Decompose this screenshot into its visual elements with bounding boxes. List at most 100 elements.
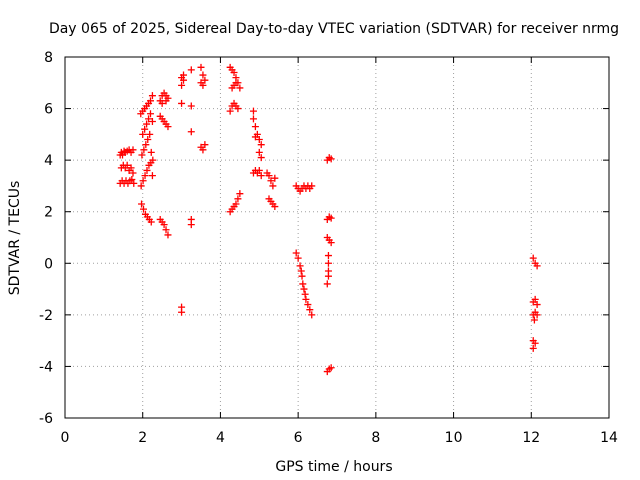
data-point [128,175,136,183]
data-point [306,306,314,314]
data-point [130,179,138,187]
data-point [201,141,209,149]
data-point [304,301,312,309]
y-tick-label: 4 [44,153,53,169]
data-point [148,172,156,180]
x-tick-label: 8 [371,430,380,446]
data-point [265,172,273,180]
data-point [531,295,539,303]
data-point [308,311,316,319]
data-point [529,254,537,262]
x-axis-label: GPS time / hours [275,459,392,475]
data-point [529,344,537,352]
data-point [255,166,263,174]
data-point [187,66,195,74]
data-point [197,63,205,71]
data-point [271,203,279,211]
data-point [255,148,263,156]
y-tick-label: 6 [44,102,53,118]
data-point [533,311,541,319]
data-point [226,107,234,115]
data-point [251,133,259,141]
data-point [137,182,145,190]
data-point [531,339,539,347]
y-axis-label: SDTVAR / TECUs [7,181,23,296]
data-point [164,123,172,131]
data-point [143,166,151,174]
data-point [145,115,153,123]
data-point [236,190,244,198]
data-point [530,316,538,324]
data-point [255,136,263,144]
data-point [294,254,302,262]
data-point [298,272,306,280]
data-point [187,102,195,110]
data-point [141,172,149,180]
data-point [148,117,156,125]
data-point [178,99,186,107]
data-point [297,267,305,275]
y-tick-label: 2 [44,205,53,221]
data-point [178,308,186,316]
data-point [141,125,149,133]
x-tick-label: 6 [294,430,303,446]
data-point [123,161,131,169]
data-point [162,97,170,105]
data-point [127,164,135,172]
data-point [257,154,265,162]
data-point [187,128,195,136]
x-tick-label: 10 [445,430,463,446]
data-point [142,141,150,149]
data-point [201,76,209,84]
data-point [232,200,240,208]
data-point [162,226,170,234]
data-point [180,71,188,79]
data-point [271,174,279,182]
data-point [234,105,242,113]
data-point [178,81,186,89]
data-point [158,99,166,107]
y-tick-label: 0 [44,256,53,272]
data-point [129,169,137,177]
data-point [138,200,146,208]
data-point [324,272,332,280]
axis-ticks: 0 2 4 6 8 10 12 14 -6 -4 -2 0 2 4 6 8 [39,50,618,446]
x-tick-label: 0 [61,430,70,446]
data-point [199,146,207,154]
data-point [296,262,304,270]
data-point [147,148,155,156]
data-point [249,115,257,123]
data-point [300,285,308,293]
data-point [129,146,137,154]
data-point [138,151,146,159]
data-point [147,159,155,167]
data-point [302,295,310,303]
data-point [164,231,172,239]
data-point [199,81,207,89]
data-point [143,120,151,128]
y-tick-label: -4 [39,359,53,375]
y-tick-label: -6 [39,411,53,427]
data-point [146,110,154,118]
data-point [292,249,300,257]
data-point [146,130,154,138]
data-point [327,364,335,372]
chart-title: Day 065 of 2025, Sidereal Day-to-day VTE… [49,21,619,37]
data-point [267,177,275,185]
data-point [269,182,277,190]
data-point [533,262,541,270]
data-point [299,280,307,288]
data-point [139,205,147,213]
data-point [533,301,541,309]
data-point [148,92,156,100]
data-point [160,221,168,229]
data-point [301,290,309,298]
data-point [187,221,195,229]
data-point [144,136,152,144]
x-tick-label: 12 [522,430,540,446]
data-point [323,280,331,288]
data-points [116,63,541,376]
data-point [140,146,148,154]
